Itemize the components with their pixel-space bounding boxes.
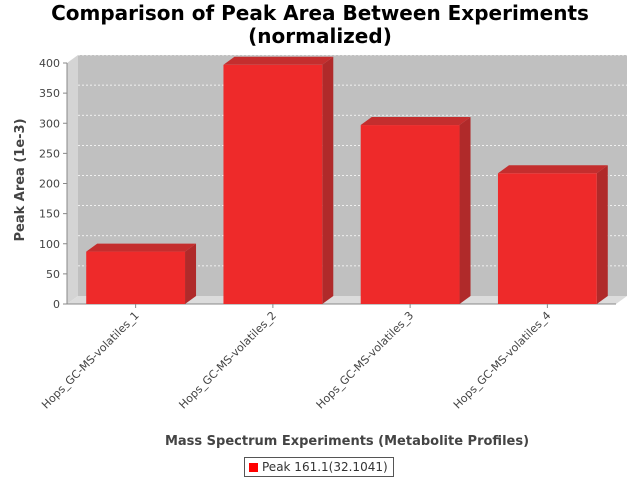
chart-legend: Peak 161.1(32.1041) <box>244 457 394 477</box>
y-tick-label: 0 <box>53 298 60 311</box>
plot-floor <box>67 296 627 304</box>
y-axis-label: Peak Area (1e-3) <box>13 118 28 241</box>
bar-front <box>360 125 460 305</box>
x-axis-ticks: Hops_GC-MS-volatiles_1 Hops_GC-MS-volatil… <box>39 304 553 411</box>
bar-side <box>459 117 471 305</box>
x-tick-label: Hops_GC-MS-volatiles_4 <box>451 309 554 412</box>
y-axis-ticks: 0 50 100 150 200 250 300 350 400 <box>39 57 67 311</box>
bar-top <box>360 117 471 126</box>
bar <box>223 56 334 305</box>
chart-title-line-2: (normalized) <box>248 24 392 48</box>
y-tick-label: 300 <box>39 117 60 130</box>
legend-label: Peak 161.1(32.1041) <box>262 460 388 474</box>
x-axis-label: Mass Spectrum Experiments (Metabolite Pr… <box>165 434 529 449</box>
bar-top <box>497 165 608 174</box>
bar <box>360 117 471 305</box>
x-tick-label: Hops_GC-MS-volatiles_3 <box>314 309 417 412</box>
bar-side <box>185 243 197 304</box>
y-tick-label: 250 <box>39 147 60 160</box>
chart-title-line-1: Comparison of Peak Area Between Experime… <box>51 1 589 25</box>
bar-front <box>223 64 323 305</box>
legend-swatch <box>249 462 258 472</box>
bar <box>497 165 608 304</box>
y-tick-label: 150 <box>39 208 60 221</box>
y-tick-label: 400 <box>39 57 60 70</box>
bars <box>86 56 608 305</box>
bar-side <box>322 56 334 305</box>
chart-title: Comparison of Peak Area Between Experime… <box>0 2 640 48</box>
bar-top <box>223 56 334 65</box>
bar <box>86 243 197 304</box>
y-tick-label: 350 <box>39 87 60 100</box>
y-tick-label: 200 <box>39 178 60 191</box>
bar-front <box>497 173 597 304</box>
x-tick-label: Hops_GC-MS-volatiles_1 <box>39 309 142 412</box>
plot-left-wall <box>67 55 78 304</box>
bar-side <box>596 165 608 304</box>
y-tick-label: 50 <box>46 268 60 281</box>
y-tick-label: 100 <box>39 238 60 251</box>
x-tick-label: Hops_GC-MS-volatiles_2 <box>176 309 279 412</box>
bar-front <box>86 251 186 304</box>
bar-top <box>86 243 197 252</box>
